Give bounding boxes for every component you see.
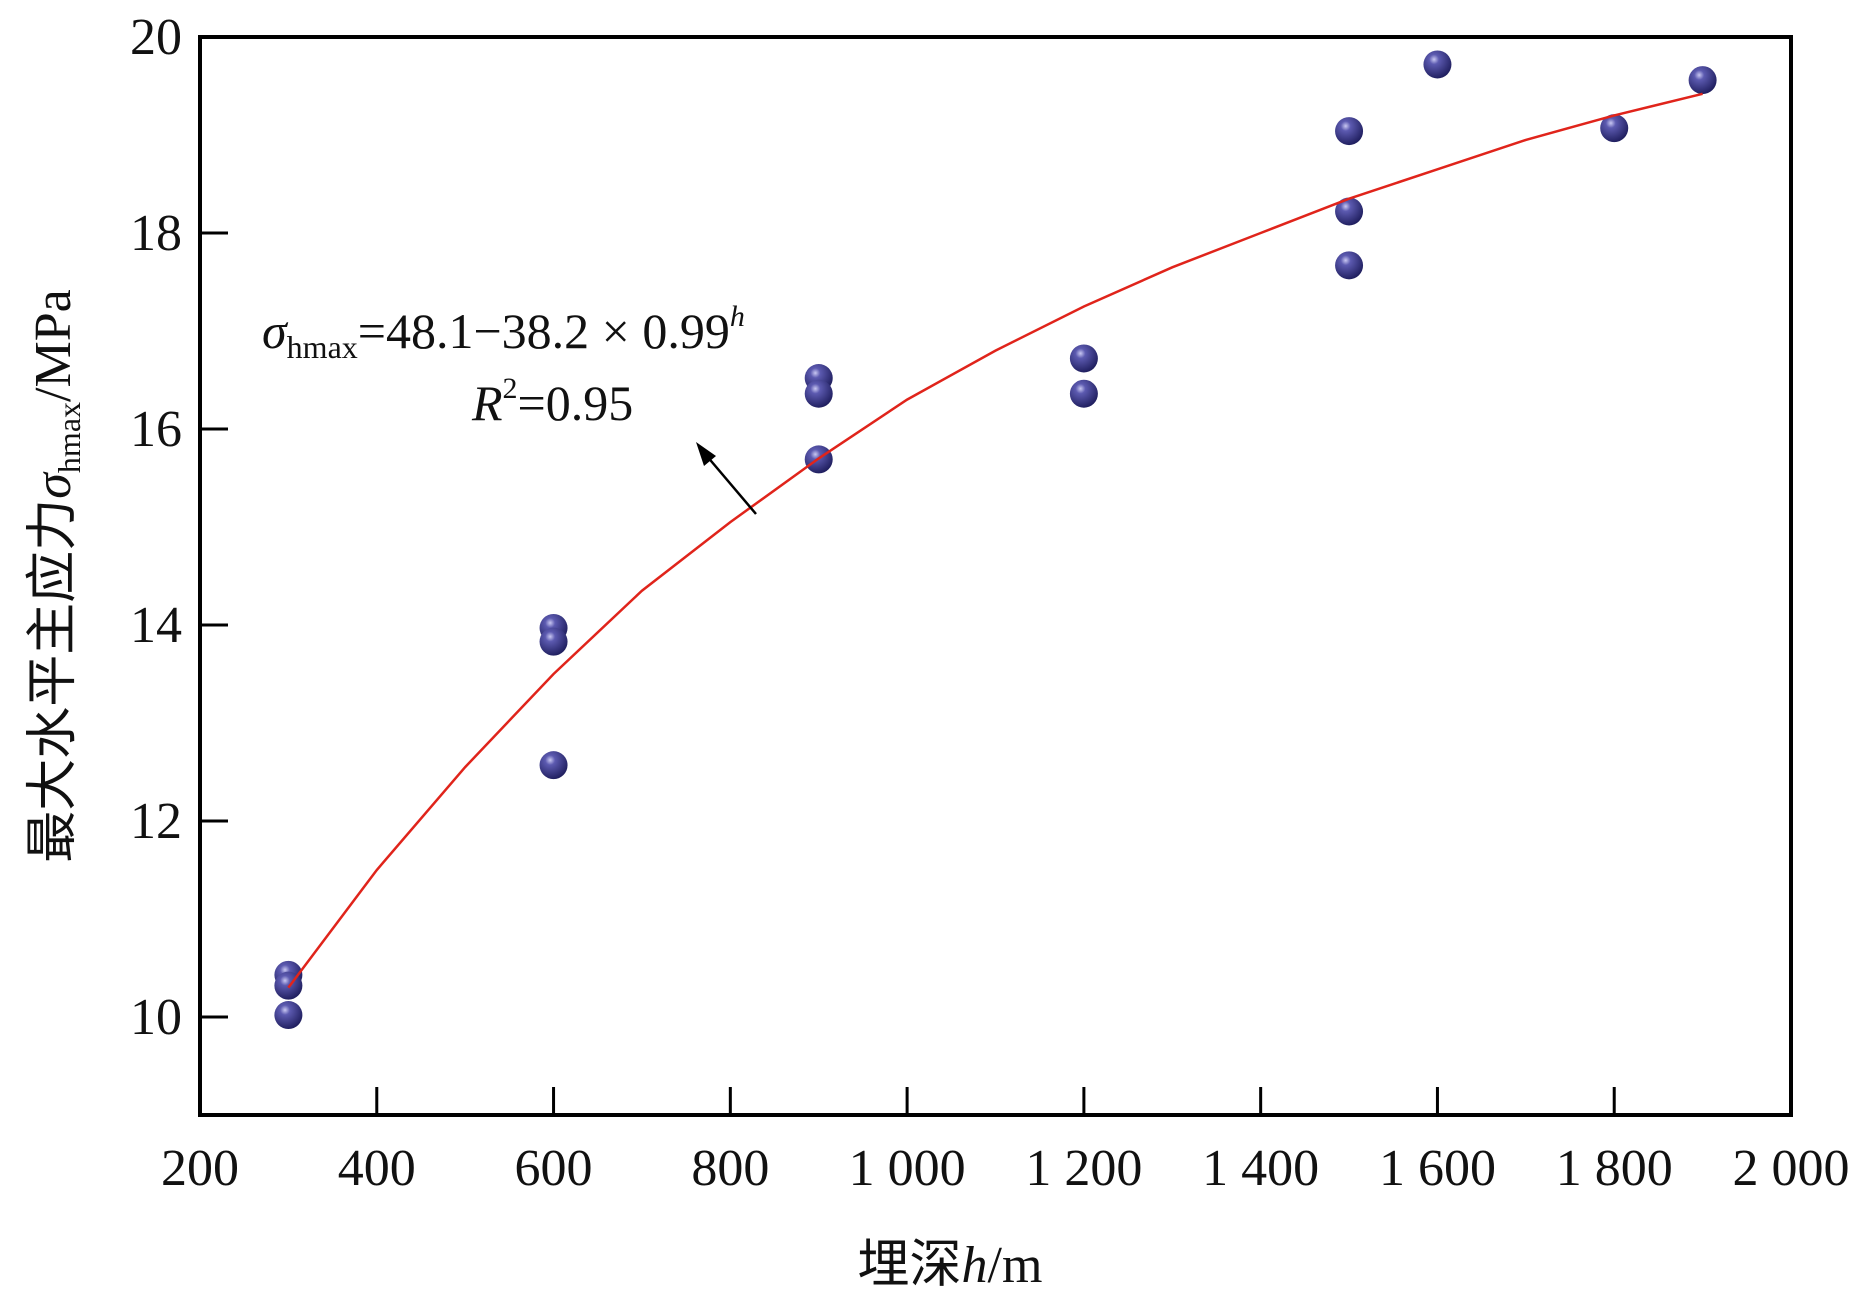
y-label-sym: σ bbox=[25, 471, 82, 499]
data-point bbox=[1600, 114, 1629, 143]
y-tick-label: 20 bbox=[130, 9, 182, 66]
data-point bbox=[1069, 379, 1098, 408]
x-label-suffix: /m bbox=[988, 1237, 1043, 1294]
eq-exp: h bbox=[730, 300, 745, 333]
ticks-layer: 200 400 600 800 1 000 1 200 1 400 1 600 1 800 2 0… bbox=[130, 9, 1850, 1197]
r2-body: =0.95 bbox=[518, 375, 634, 431]
y-tick-label: 10 bbox=[130, 989, 182, 1046]
y-tick-label: 12 bbox=[130, 793, 182, 850]
x-tick-label: 2 000 bbox=[1733, 1140, 1850, 1197]
data-point bbox=[804, 379, 833, 408]
fit-curve bbox=[287, 92, 1703, 989]
data-point bbox=[1069, 344, 1098, 373]
data-point bbox=[274, 1001, 303, 1030]
data-point bbox=[1423, 50, 1452, 79]
r2-exp: 2 bbox=[503, 372, 518, 405]
r2-var: R bbox=[471, 375, 503, 431]
x-tick-label: 600 bbox=[515, 1140, 593, 1197]
x-tick-label: 200 bbox=[161, 1140, 239, 1197]
x-tick-label: 1 200 bbox=[1025, 1140, 1142, 1197]
x-tick-label: 1 000 bbox=[849, 1140, 966, 1197]
x-axis-label: 埋深h/m bbox=[858, 1237, 1043, 1294]
data-point bbox=[539, 751, 568, 780]
data-point bbox=[1688, 66, 1717, 95]
y-tick-label: 14 bbox=[130, 597, 182, 654]
y-tick-label: 18 bbox=[130, 205, 182, 262]
annotation-arrow bbox=[696, 442, 757, 515]
y-label-sub: hmax bbox=[51, 402, 87, 473]
fit-layer bbox=[287, 92, 1703, 989]
eq-sub: hmax bbox=[287, 329, 358, 365]
y-label-suffix: /MPa bbox=[25, 289, 82, 402]
eq-body: =48.1−38.2 × 0.99 bbox=[358, 303, 730, 359]
x-tick-label: 400 bbox=[338, 1140, 416, 1197]
r-squared: R2=0.95 bbox=[471, 372, 633, 431]
x-tick-label: 1 400 bbox=[1202, 1140, 1319, 1197]
plot-frame bbox=[198, 35, 1793, 1117]
data-point bbox=[1335, 251, 1364, 280]
y-label-prefix: 最大水平主应力 bbox=[25, 499, 82, 863]
data-point bbox=[1335, 197, 1364, 226]
x-tick-label: 1 800 bbox=[1556, 1140, 1673, 1197]
x-label-var: h bbox=[962, 1237, 988, 1294]
y-tick-label: 16 bbox=[130, 401, 182, 458]
x-label-prefix: 埋深 bbox=[858, 1237, 962, 1294]
x-tick-label: 800 bbox=[691, 1140, 769, 1197]
data-point bbox=[539, 627, 568, 656]
x-tick-label: 1 600 bbox=[1379, 1140, 1496, 1197]
eq-sigma: σ bbox=[262, 303, 289, 359]
marks-layer bbox=[274, 50, 1717, 1030]
y-axis-label: 最大水平主应力σhmax/MPa bbox=[25, 289, 87, 862]
fit-equation: σhmax=48.1−38.2 × 0.99h bbox=[262, 300, 745, 365]
data-point bbox=[1335, 117, 1364, 146]
